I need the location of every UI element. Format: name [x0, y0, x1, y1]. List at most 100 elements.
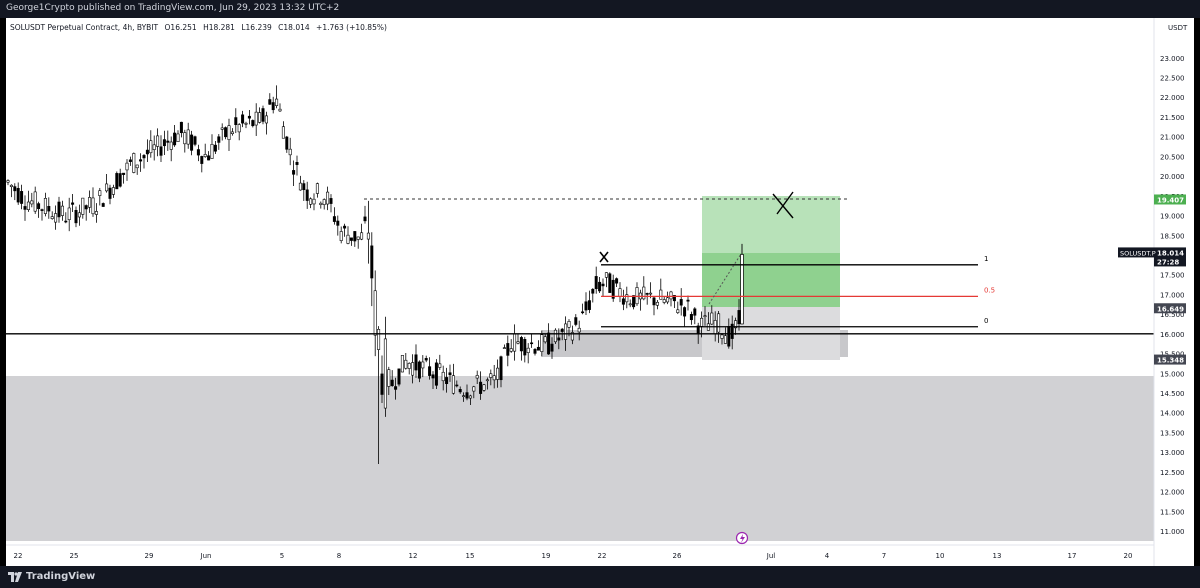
candle-body [23, 206, 27, 210]
fib-level-label: 0.5 [984, 286, 995, 294]
y-tick-label: 14.500 [1160, 390, 1185, 398]
candle-body [424, 358, 428, 361]
candle-body [669, 291, 673, 300]
candle-body [343, 225, 347, 229]
y-tick-label: 17.000 [1160, 291, 1185, 299]
ohlc-low: L16.239 [241, 23, 272, 32]
price-tag-text: 19.407 [1157, 196, 1184, 204]
candle-body [400, 355, 404, 373]
y-tick-label: 13.000 [1160, 449, 1185, 457]
candle-body [581, 311, 585, 314]
candle-body [193, 136, 197, 145]
candle-body [655, 301, 659, 306]
candle-body [720, 334, 724, 339]
candle-body [723, 335, 727, 344]
candle-body [543, 336, 547, 343]
y-tick-label: 15.000 [1160, 370, 1185, 378]
x-tick-label: 22 [598, 552, 607, 560]
candle-body [567, 321, 571, 328]
x-tick-label: 20 [1124, 552, 1133, 560]
candle-body [115, 173, 119, 190]
x-tick-label: 7 [882, 552, 886, 560]
candle-body [173, 132, 177, 146]
candle-body [33, 191, 37, 212]
chart-area[interactable]: 1 0.5 0 USDT 23.000 22.500 22.000 21.500 21.00… [6, 18, 1194, 566]
price-tag-text: 18.014 [1157, 249, 1184, 257]
candle-body [594, 276, 598, 290]
candle-body [492, 375, 496, 381]
candle-body [672, 295, 676, 302]
candle-body [686, 299, 690, 302]
candle-body [227, 125, 231, 140]
candle-body [315, 183, 319, 194]
candle-body [380, 373, 384, 395]
ohlc-high: H18.281 [203, 23, 235, 32]
x-tick-label: 12 [409, 552, 418, 560]
candle-body [428, 366, 432, 376]
x-tick-label: 10 [936, 552, 945, 560]
candle-body [730, 323, 734, 339]
symbol-title: SOLUSDT Perpetual Contract, 4h, BYBIT [10, 23, 159, 32]
price-chart[interactable]: 1 0.5 0 USDT 23.000 22.500 22.000 21.500 21.00… [6, 18, 1194, 566]
candle-body [506, 343, 510, 356]
publisher-text: George1Crypto published on TradingView.c… [6, 3, 340, 13]
fib-level-label: 1 [984, 255, 988, 263]
candle-body [156, 135, 160, 147]
candle-body [128, 159, 132, 162]
y-tick-label: 20.000 [1160, 173, 1185, 181]
candle-body [679, 299, 683, 306]
candle-body [645, 293, 649, 295]
y-tick-label: 17.500 [1160, 272, 1185, 280]
candle-body [43, 198, 47, 214]
candle-body [649, 292, 653, 295]
projection-line [708, 253, 742, 305]
candle-body [553, 329, 557, 343]
candle-body [438, 363, 442, 368]
y-tick-label: 12.000 [1160, 489, 1185, 497]
candle-body [451, 375, 455, 394]
candle-body [448, 372, 452, 376]
candle-body [608, 273, 612, 293]
candle-body [441, 371, 445, 382]
candle-body [258, 112, 262, 123]
candle-body [550, 343, 554, 352]
candle-body [404, 359, 408, 369]
y-tick-label: 16.000 [1160, 331, 1185, 339]
candle-body [207, 155, 211, 161]
candle-body [479, 381, 483, 394]
candle-body [125, 162, 129, 171]
price-tag [1154, 256, 1186, 267]
x-tick-label: 29 [145, 552, 154, 560]
candle-body [519, 337, 523, 352]
candle-body-last [740, 254, 744, 325]
candle-body [57, 201, 61, 218]
candle-body [336, 220, 340, 226]
price-tag [1154, 354, 1186, 365]
candle-body [71, 202, 75, 205]
y-tick-label: 22.000 [1160, 94, 1185, 102]
candle-body [431, 374, 435, 379]
candle-body [254, 111, 258, 126]
candle-body [666, 297, 670, 303]
y-tick-label: 19.000 [1160, 213, 1185, 221]
candle-body [132, 153, 136, 173]
ohlc-open: O16.251 [165, 23, 197, 32]
candle-body [346, 234, 350, 244]
candle-body [727, 326, 731, 347]
candle-body [482, 384, 486, 391]
y-tick-label: 16.500 [1160, 311, 1185, 319]
y-tick-label: 11.500 [1160, 508, 1185, 516]
candle-body [200, 156, 204, 164]
candle-body [247, 115, 251, 119]
candle-body [703, 315, 707, 318]
lightning-icon[interactable] [735, 531, 749, 545]
candle-body [305, 189, 309, 201]
candle-body [111, 187, 115, 195]
candle-body [407, 363, 411, 369]
tradingview-brand: TradingView [26, 571, 96, 582]
candle-body [169, 141, 173, 150]
candle-body [275, 98, 279, 106]
candle-body [604, 272, 608, 278]
candle-body [601, 283, 605, 287]
candle-body [339, 231, 343, 241]
